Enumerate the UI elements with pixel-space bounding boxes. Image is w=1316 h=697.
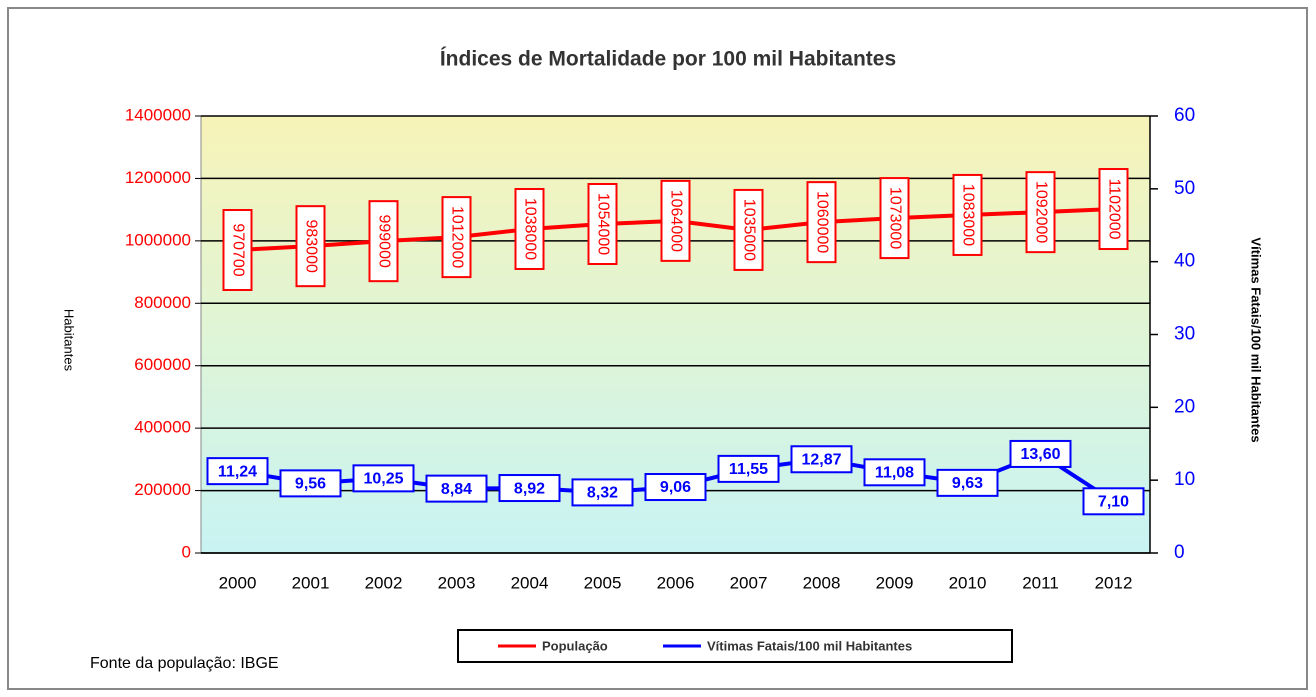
data-label: 1102000 — [1105, 178, 1122, 239]
data-label: 10,25 — [363, 471, 403, 488]
data-label: 1064000 — [667, 190, 684, 252]
data-label: 1012000 — [448, 206, 465, 268]
x-tick-label: 2003 — [438, 573, 476, 592]
data-label-box — [352, 464, 415, 493]
data-label-box — [206, 457, 269, 486]
y-axis-title: Habitantes — [62, 309, 77, 372]
data-label: 999000 — [375, 214, 392, 267]
data-label: 9,06 — [660, 479, 691, 496]
data-label-box — [1082, 487, 1145, 516]
data-label: 11,55 — [729, 461, 768, 478]
data-label: 1035000 — [740, 199, 757, 261]
data-label-box — [295, 205, 326, 288]
data-label: 11,08 — [875, 465, 914, 482]
data-label-box — [952, 173, 983, 256]
data-label-box — [1098, 168, 1129, 251]
y2-tick-label: 50 — [1174, 178, 1195, 199]
x-tick-label: 2004 — [511, 573, 549, 592]
y-tick-label: 200000 — [134, 480, 191, 499]
x-tick-label: 2001 — [292, 573, 330, 592]
x-tick-label: 2008 — [803, 573, 841, 592]
legend-label: Vítimas Fatais/100 mil Habitantes — [707, 638, 912, 653]
data-label-box — [441, 196, 472, 279]
legend-label: População — [542, 638, 608, 653]
y2-tick-label: 0 — [1174, 542, 1185, 563]
x-tick-label: 2007 — [730, 573, 768, 592]
data-label-box — [790, 445, 853, 474]
data-label: 13,60 — [1020, 446, 1060, 463]
data-label-box — [279, 469, 342, 498]
data-label: 8,92 — [514, 480, 545, 497]
data-label-box — [806, 181, 837, 264]
data-label-box — [1009, 439, 1072, 468]
data-label: 9,63 — [952, 475, 983, 492]
y-tick-label: 800000 — [134, 293, 191, 312]
y2-tick-label: 30 — [1174, 324, 1195, 345]
y-tick-label: 1400000 — [125, 105, 191, 124]
data-label: 1060000 — [813, 191, 830, 253]
x-tick-label: 2011 — [1022, 573, 1059, 592]
x-tick-label: 2010 — [949, 573, 987, 592]
data-label: 9,56 — [295, 476, 326, 493]
y2-tick-label: 40 — [1174, 251, 1195, 272]
data-label: 1038000 — [521, 198, 538, 260]
data-label: 12,87 — [801, 451, 841, 468]
data-label-box — [863, 458, 926, 487]
data-label: 1073000 — [886, 187, 903, 249]
x-tick-label: 2000 — [219, 573, 257, 592]
data-label-box — [222, 209, 253, 292]
chart-title: Índices de Mortalidade por 100 mil Habit… — [440, 48, 896, 71]
data-label: 8,84 — [441, 481, 472, 498]
y2-axis-title: Vítimas Fatais/100 mil Habitantes — [1249, 237, 1264, 442]
source-note: Fonte da população: IBGE — [90, 655, 279, 672]
data-label-box — [644, 473, 707, 502]
data-label-box — [514, 187, 545, 270]
y2-tick-label: 10 — [1174, 469, 1195, 490]
y-tick-label: 1200000 — [125, 168, 191, 187]
data-label-box — [1025, 171, 1056, 254]
data-label: 1054000 — [594, 193, 611, 255]
data-label: 7,10 — [1098, 494, 1129, 511]
x-tick-label: 2005 — [584, 573, 622, 592]
y-tick-label: 600000 — [134, 355, 191, 374]
data-label: 8,32 — [587, 485, 618, 502]
y-tick-label: 400000 — [134, 418, 191, 437]
y2-tick-label: 60 — [1174, 105, 1195, 126]
legend — [457, 629, 1013, 663]
x-tick-label: 2002 — [365, 573, 403, 592]
data-label: 11,24 — [218, 463, 257, 480]
data-label-box — [368, 200, 399, 283]
data-label-box — [717, 454, 780, 483]
y-tick-label: 1000000 — [125, 230, 191, 249]
data-label-box — [425, 474, 488, 503]
data-label-box — [660, 179, 691, 262]
x-tick-label: 2006 — [657, 573, 695, 592]
data-label: 970700 — [229, 223, 246, 276]
data-label-box — [571, 478, 634, 507]
data-label-box — [879, 177, 910, 260]
y2-tick-label: 20 — [1174, 396, 1195, 417]
data-label-box — [587, 183, 618, 266]
data-label-box — [498, 474, 561, 503]
x-tick-label: 2009 — [876, 573, 914, 592]
data-label: 983000 — [302, 219, 319, 272]
y-tick-label: 0 — [182, 542, 191, 561]
data-label-box — [733, 188, 764, 271]
x-tick-label: 2012 — [1095, 573, 1133, 592]
data-label-box — [936, 468, 999, 497]
data-label: 1083000 — [959, 184, 976, 246]
data-label: 1092000 — [1032, 181, 1049, 243]
